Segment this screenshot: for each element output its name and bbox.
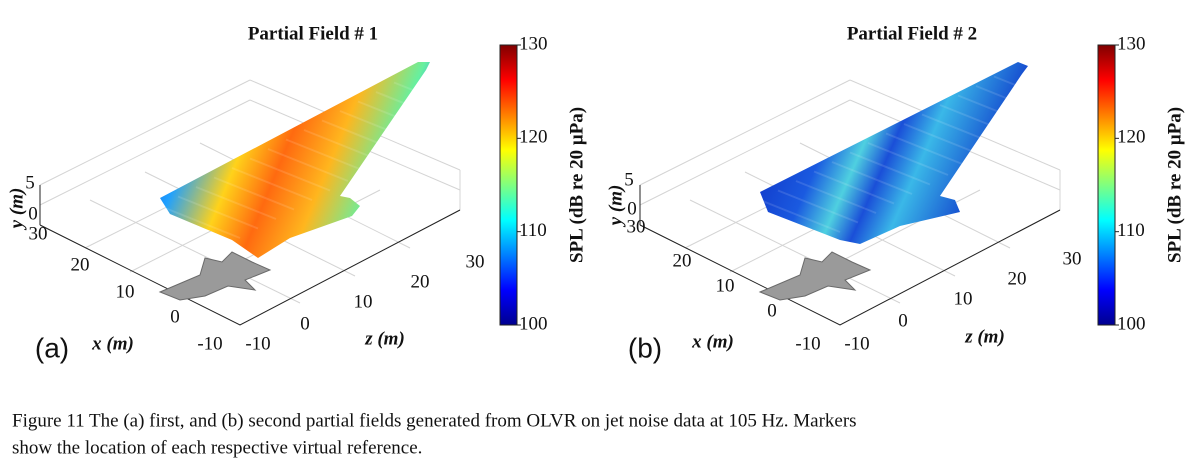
surface-stripe [849, 151, 931, 186]
colorbar-tick-label: 130 [1117, 33, 1146, 54]
surface-stripe [159, 205, 241, 239]
surface-stripe [939, 104, 1021, 138]
surface-stripe [795, 180, 877, 214]
colorbar-tick-label: 110 [1117, 220, 1145, 241]
x-tick-label: -10 [795, 333, 820, 354]
caption: Figure 11 The (a) first, and (b) second … [12, 410, 857, 458]
z-tick-label: 0 [300, 313, 310, 334]
surface-stripe [831, 161, 913, 195]
surface-stripe [993, 75, 1075, 110]
grid-line [39, 99, 251, 206]
y-tick-label: 5 [624, 169, 634, 190]
x-tick-label: -10 [197, 333, 222, 354]
z-axis-label: z (m) [364, 328, 405, 349]
caption-line: show the location of each respective vir… [12, 437, 422, 458]
grid-line [39, 79, 251, 186]
field-surface [160, 62, 430, 258]
x-axis-label: x (m) [91, 333, 134, 354]
colorbar-tick-label: 110 [519, 220, 547, 241]
z-tick-label: 30 [1063, 248, 1082, 269]
panel: Partial Field # 1 (a) x (m) z (m) y (m) -10 0 1… [6, 23, 587, 363]
surface-stripe [813, 170, 895, 205]
x-tick-label: 20 [71, 254, 90, 275]
surface-stripe [777, 189, 859, 224]
panel-title: Partial Field # 2 [847, 23, 977, 44]
z-tick-label: -10 [844, 333, 869, 354]
z-tick-label: 10 [954, 288, 973, 309]
colorbar-tick-label: 120 [519, 127, 548, 148]
panel-tag: (a) [35, 332, 69, 363]
surface-stripe [903, 123, 985, 157]
surface-stripe [177, 195, 259, 230]
surface-stripe [213, 176, 295, 211]
grid-line [639, 99, 851, 206]
axis-line [639, 209, 1061, 326]
colorbar-tick-label: 130 [519, 33, 548, 54]
y-tick-label: 5 [25, 172, 35, 193]
panel-tag: (b) [628, 332, 662, 363]
surface-stripe [921, 113, 1003, 148]
x-tick-label: 10 [116, 281, 135, 302]
surface-stripe [975, 85, 1057, 119]
z-tick-label: 20 [1008, 268, 1027, 289]
grid-line [89, 199, 301, 304]
aircraft [158, 251, 272, 301]
x-tick-label: 0 [767, 300, 777, 321]
z-tick-label: -10 [245, 333, 270, 354]
surface-stripe [285, 138, 367, 173]
caption-line: Figure 11 The (a) first, and (b) second … [12, 410, 857, 431]
surface-stripe [195, 186, 277, 220]
surface-stripe [339, 110, 421, 144]
z-tick-label: 10 [354, 291, 373, 312]
surface-stripe [393, 81, 475, 116]
colorbar [1097, 44, 1116, 326]
x-tick-label: 20 [673, 250, 692, 271]
colorbar [499, 44, 518, 326]
colorbar-tick-label: 100 [1117, 313, 1146, 334]
colorbar-tick-label: 100 [519, 313, 548, 334]
y-tick-label: 0 [627, 198, 637, 219]
panel-title: Partial Field # 1 [248, 23, 378, 44]
panel: Partial Field # 2 (b) x (m) z (m) y (m) -10 0 1… [605, 23, 1185, 363]
surface-stripe [249, 157, 331, 192]
colorbar-label: SPL (dB re 20 μPa) [566, 107, 587, 263]
y-axis-label: y (m) [605, 185, 626, 228]
surface-stripe [957, 94, 1039, 129]
colorbar-tick-label: 120 [1117, 127, 1146, 148]
surface-stripe [885, 132, 967, 167]
y-tick-label: 0 [28, 203, 38, 224]
surface-stripe [231, 167, 313, 201]
field-surface [760, 62, 1028, 244]
surface-stripe [375, 91, 457, 125]
x-tick-label: 0 [170, 306, 180, 327]
z-tick-label: 30 [466, 251, 485, 272]
x-tick-label: 10 [716, 275, 735, 296]
surface-stripe [867, 142, 949, 176]
aircraft [758, 251, 872, 301]
x-axis-label: x (m) [691, 331, 734, 352]
surface-stripe [759, 199, 841, 233]
surface-stripe [267, 148, 349, 182]
z-tick-label: 20 [411, 271, 430, 292]
z-tick-label: 0 [898, 310, 908, 331]
surface-stripe [303, 129, 385, 163]
surface-stripe [357, 100, 439, 135]
x-tick-label: 30 [29, 223, 48, 244]
x-tick-label: 30 [627, 216, 646, 237]
axis-line [39, 209, 461, 326]
grid-line [689, 199, 901, 304]
colorbar-label: SPL (dB re 20 μPa) [1164, 107, 1185, 263]
grid-line [639, 79, 851, 186]
surface-stripe [321, 119, 403, 154]
z-axis-label: z (m) [964, 326, 1005, 347]
y-axis-label: y (m) [6, 188, 27, 231]
